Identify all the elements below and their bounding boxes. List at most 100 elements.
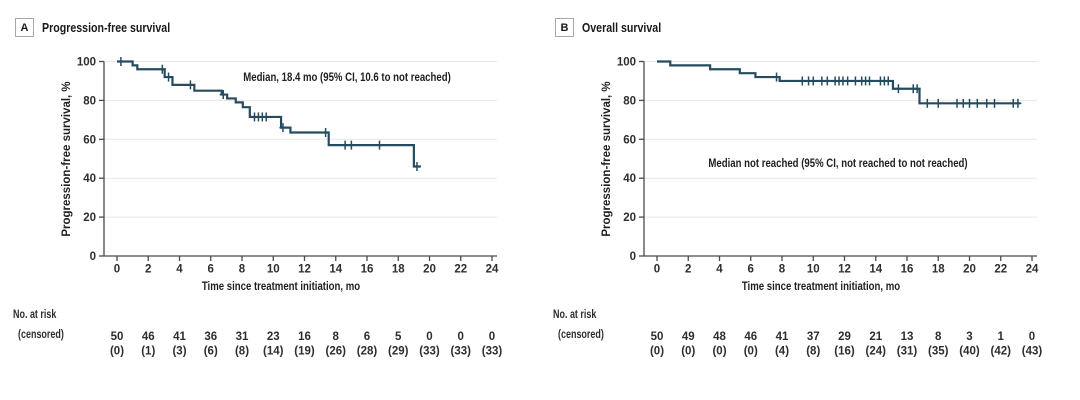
risk-at-risk-count: 21 [869,331,882,343]
x-tick-label: 10 [267,264,280,276]
risk-at-risk-count: 49 [682,331,695,343]
x-tick-label: 24 [1026,264,1039,276]
risk-at-risk-count: 37 [807,331,820,343]
risk-censored-count: (42) [991,346,1012,358]
risk-at-risk-count: 0 [458,331,464,343]
x-tick-label: 22 [994,264,1007,276]
risk-at-risk-count: 3 [966,331,972,343]
risk-censored-count: (8) [235,346,249,358]
x-tick-label: 16 [361,264,374,276]
risk-at-risk-count: 13 [901,331,914,343]
risk-censored-count: (6) [204,346,218,358]
risk-censored-count: (14) [263,346,284,358]
y-tick-label: 20 [623,212,636,224]
risk-censored-count: (4) [775,346,789,358]
x-tick-label: 2 [685,264,691,276]
risk-at-risk-count: 8 [935,331,942,343]
y-tick-label: 0 [630,251,636,263]
x-tick-label: 6 [208,264,214,276]
risk-at-risk-count: 41 [776,331,789,343]
panel-label-box: B [555,18,574,37]
x-tick-label: 14 [869,264,882,276]
risk-at-risk-count: 46 [744,331,757,343]
risk-censored-count: (19) [294,346,315,358]
y-axis-title: Progression-free survival, % [61,81,73,237]
x-tick-label: 0 [654,264,660,276]
km-curve [657,60,1021,105]
x-tick-label: 4 [176,264,183,276]
x-tick-label: 2 [145,264,151,276]
y-tick-label: 100 [77,57,96,69]
risk-at-risk-count: 6 [364,331,370,343]
x-tick-label: 0 [114,264,120,276]
x-tick-label: 18 [392,264,405,276]
panel-label-box: A [15,18,34,37]
risk-censored-count: (33) [482,346,503,358]
panel-progression-free-survival: 0 20 40 60 80 100 0 2 4 6 8 10 12 14 16 18 20 22 24 50 (0) 46… [13,18,503,358]
risk-at-risk-count: 48 [713,331,726,343]
risk-censored-count: (3) [172,346,186,358]
risk-censored-count: (1) [141,346,155,358]
risk-censored-count: (40) [959,346,980,358]
risk-censored-count: (26) [326,346,347,358]
risk-at-risk-count: 0 [489,331,495,343]
risk-censored-count: (0) [650,346,664,358]
y-tick-label: 0 [90,251,96,263]
risk-censored-count: (35) [928,346,949,358]
risk-table-label: No. at risk [13,309,57,321]
risk-censored-count: (0) [110,346,124,358]
x-tick-label: 16 [901,264,914,276]
risk-at-risk-count: 50 [651,331,664,343]
risk-censored-count: (24) [866,346,887,358]
x-tick-label: 20 [423,264,436,276]
risk-at-risk-count: 0 [426,331,432,343]
risk-censored-count: (28) [357,346,378,358]
risk-at-risk-count: 50 [111,331,124,343]
x-tick-label: 4 [716,264,723,276]
x-axis-title: Time since treatment initiation, mo [741,279,901,293]
risk-at-risk-count: 0 [1029,331,1035,343]
y-tick-label: 20 [83,212,96,224]
panel-overall-survival: 0 20 40 60 80 100 0 2 4 6 8 10 12 14 16 18 20 22 24 50 (0) 49… [540,0,1080,400]
risk-table-censored-label: (censored) [558,329,604,341]
risk-at-risk-count: 29 [838,331,851,343]
risk-censored-count: (43) [1022,346,1043,358]
panel-title: Progression-free survival [42,20,171,35]
y-tick-label: 80 [83,95,96,107]
y-tick-label: 60 [83,134,96,146]
x-tick-label: 14 [329,264,342,276]
risk-at-risk-count: 41 [173,331,186,343]
y-tick-label: 80 [623,95,636,107]
y-tick-label: 100 [617,57,636,69]
risk-censored-count: (33) [419,346,440,358]
panel-header: A Progression-free survival [15,18,193,37]
x-tick-label: 10 [807,264,820,276]
x-tick-label: 20 [963,264,976,276]
y-tick-label: 40 [623,173,636,185]
risk-censored-count: (0) [712,346,726,358]
x-tick-label: 12 [298,264,311,276]
risk-at-risk-count: 16 [298,331,311,343]
y-tick-label: 40 [83,173,96,185]
risk-at-risk-count: 1 [998,331,1005,343]
risk-censored-count: (29) [388,346,409,358]
risk-at-risk-count: 23 [267,331,280,343]
risk-censored-count: (16) [834,346,855,358]
risk-censored-count: (0) [744,346,758,358]
median-annotation: Median, 18.4 mo (95% CI, 10.6 to not rea… [243,70,451,84]
risk-at-risk-count: 5 [395,331,402,343]
x-axis-title: Time since treatment initiation, mo [201,279,361,293]
risk-censored-count: (0) [681,346,695,358]
risk-table-label: No. at risk [553,309,597,321]
y-tick-label: 60 [623,134,636,146]
risk-table-censored-label: (censored) [18,329,64,341]
x-tick-label: 8 [779,264,786,276]
y-axis-title: Progression-free survival, % [601,81,613,237]
x-tick-label: 6 [748,264,754,276]
risk-at-risk-count: 31 [236,331,249,343]
risk-at-risk-count: 8 [333,331,340,343]
x-tick-label: 22 [454,264,467,276]
